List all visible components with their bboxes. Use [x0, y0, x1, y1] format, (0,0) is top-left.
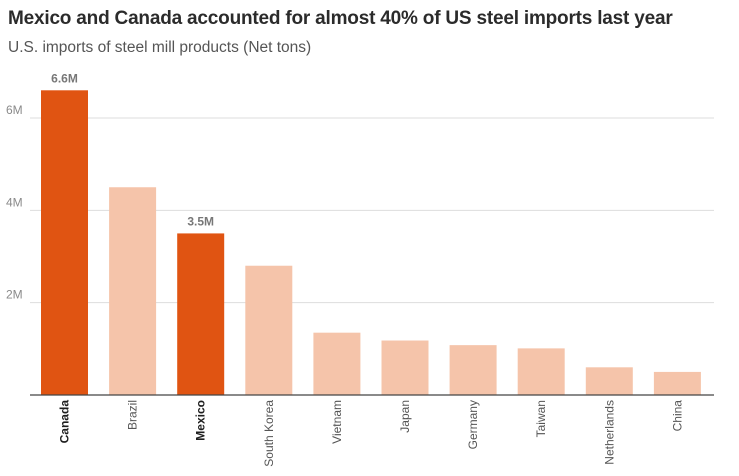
chart-title: Mexico and Canada accounted for almost 4…: [8, 8, 673, 29]
x-category-label: Brazil: [126, 400, 140, 430]
bar-japan: [381, 340, 429, 395]
x-category-label: Vietnam: [330, 400, 344, 444]
x-category-label: Canada: [58, 400, 72, 444]
x-category-label: Germany: [466, 400, 480, 449]
bar-canada: [41, 90, 88, 396]
bar-mexico: [177, 233, 225, 395]
bar-brazil: [109, 187, 157, 395]
bar-vietnam: [313, 332, 361, 395]
x-category-label: Mexico: [194, 400, 208, 441]
x-category-label: Netherlands: [602, 400, 616, 465]
x-category-label: Japan: [398, 400, 412, 433]
data-label: 6.6M: [51, 71, 78, 85]
data-label: 3.5M: [187, 214, 214, 228]
x-category-label: China: [670, 400, 684, 432]
bar-germany: [449, 345, 497, 395]
chart-subtitle: U.S. imports of steel mill products (Net…: [8, 39, 312, 56]
bar-south-korea: [245, 265, 293, 395]
y-tick-label: 4M: [6, 195, 23, 209]
y-tick-label: 6M: [6, 103, 23, 117]
bar-taiwan: [517, 348, 565, 395]
x-category-label: South Korea: [262, 400, 276, 467]
bar-netherlands: [585, 367, 633, 395]
y-tick-label: 2M: [6, 288, 23, 302]
x-category-label: Taiwan: [534, 400, 548, 437]
bar-china: [653, 371, 701, 395]
